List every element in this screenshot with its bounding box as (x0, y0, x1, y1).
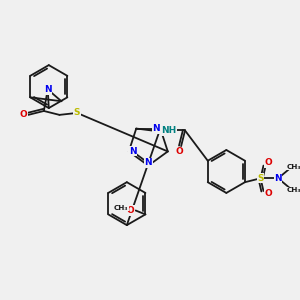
Text: N: N (153, 124, 160, 133)
Text: S: S (257, 174, 264, 183)
Text: N: N (145, 158, 152, 167)
Text: O: O (20, 110, 27, 119)
Text: CH₃: CH₃ (286, 164, 300, 169)
Text: N: N (129, 147, 136, 156)
Text: NH: NH (161, 126, 176, 135)
Text: O: O (265, 189, 272, 198)
Text: O: O (127, 206, 135, 215)
Text: O: O (265, 158, 272, 167)
Text: CH₃: CH₃ (286, 187, 300, 193)
Text: N: N (274, 174, 282, 183)
Text: S: S (74, 108, 80, 117)
Text: CH₃: CH₃ (114, 205, 128, 211)
Text: O: O (175, 148, 183, 157)
Text: N: N (44, 85, 52, 94)
